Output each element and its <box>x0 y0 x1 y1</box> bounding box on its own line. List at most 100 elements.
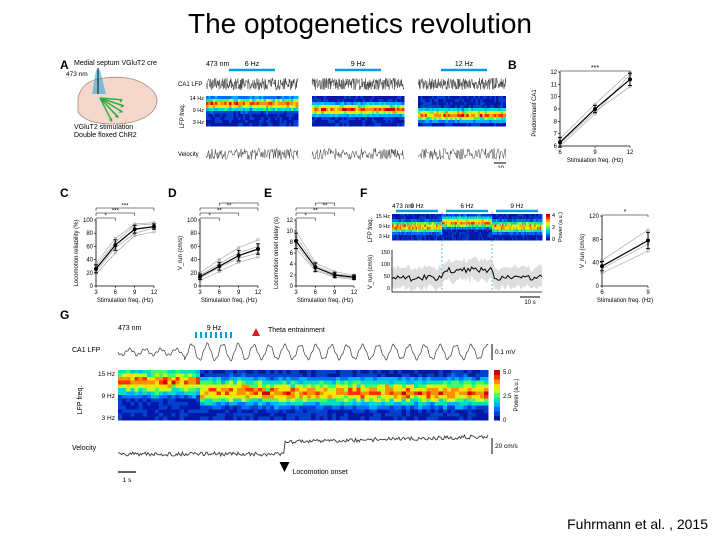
svg-text:473 nm: 473 nm <box>206 61 230 68</box>
svg-text:12: 12 <box>151 290 158 296</box>
svg-text:40: 40 <box>592 261 599 267</box>
svg-text:6 Hz: 6 Hz <box>460 203 473 210</box>
svg-text:*: * <box>237 200 240 205</box>
svg-text:80: 80 <box>86 231 93 237</box>
svg-text:LFP freq.: LFP freq. <box>77 386 84 415</box>
svg-text:9: 9 <box>646 290 650 296</box>
svg-text:9 Hz: 9 Hz <box>410 203 423 210</box>
svg-text:**: ** <box>227 204 232 210</box>
svg-text:14 Hz: 14 Hz <box>190 96 205 102</box>
svg-text:100: 100 <box>187 218 198 224</box>
svg-text:4: 4 <box>552 213 555 219</box>
svg-text:***: *** <box>121 204 129 210</box>
svg-text:Stimulation freq. (Hz): Stimulation freq. (Hz) <box>567 158 623 164</box>
svg-text:3: 3 <box>94 290 98 296</box>
svg-text:100: 100 <box>381 262 390 268</box>
svg-text:10: 10 <box>286 229 293 235</box>
slide-title: The optogenetics revolution <box>0 8 720 40</box>
b-chart: Predominant CA1LFP frequency (Hz)6789101… <box>530 58 650 168</box>
svg-text:12: 12 <box>351 290 358 296</box>
svg-text:80: 80 <box>190 231 197 237</box>
svg-text:CA1 LFP: CA1 LFP <box>72 347 101 354</box>
svg-text:3 Hz: 3 Hz <box>102 415 115 422</box>
svg-text:6: 6 <box>554 144 558 150</box>
panel-letter-g: G <box>60 308 69 322</box>
svg-text:0: 0 <box>552 237 555 243</box>
svg-text:6: 6 <box>218 290 222 296</box>
svg-text:40: 40 <box>190 258 197 264</box>
svg-text:9: 9 <box>333 290 337 296</box>
svg-text:473 nm: 473 nm <box>66 71 88 78</box>
svg-text:9 Hz: 9 Hz <box>379 224 391 230</box>
svg-text:0: 0 <box>596 284 600 290</box>
svg-text:V_run (cm/s): V_run (cm/s) <box>580 234 586 268</box>
svg-text:120: 120 <box>589 214 600 220</box>
d-chart: 02040608010036912******V_run (cm/s)Stimu… <box>172 200 272 310</box>
svg-text:Locomotion reliability (%): Locomotion reliability (%) <box>74 219 80 286</box>
svg-text:10 s: 10 s <box>524 300 535 306</box>
svg-text:Locomotion onset delay (s): Locomotion onset delay (s) <box>274 217 280 289</box>
e-chart: 02468101236912******Locomotion onset del… <box>268 200 368 310</box>
svg-text:473 nm: 473 nm <box>118 325 142 332</box>
svg-text:Stimulation freq. (Hz): Stimulation freq. (Hz) <box>97 298 153 304</box>
svg-text:150: 150 <box>381 250 390 256</box>
a-schematic: 473 nm <box>66 68 166 138</box>
svg-text:Predominant CA1: Predominant CA1 <box>532 89 538 137</box>
svg-text:LFP freq.: LFP freq. <box>180 103 186 128</box>
svg-text:V_run (cm/s): V_run (cm/s) <box>368 255 374 289</box>
f-panel: 473 nm9 Hz6 Hz9 HzLFP freq.15 Hz9 Hz3 Hz… <box>364 200 664 310</box>
svg-text:3 Hz: 3 Hz <box>379 234 391 240</box>
a-traces: 473 nm CA1 LFP LFP freq. Velocity 14 Hz 9 Hz 3… <box>176 58 506 168</box>
svg-text:80: 80 <box>592 237 599 243</box>
svg-text:Locomotion onset: Locomotion onset <box>293 469 348 476</box>
panel-letter-c: C <box>60 186 69 200</box>
svg-text:6: 6 <box>114 290 118 296</box>
svg-text:8: 8 <box>554 119 558 125</box>
a-label-1: Medial septum VGluT2 cre <box>74 60 157 67</box>
svg-text:Velocity: Velocity <box>72 445 97 452</box>
svg-text:5.0: 5.0 <box>503 370 512 376</box>
svg-text:7: 7 <box>554 132 558 138</box>
svg-text:9 Hz: 9 Hz <box>193 108 205 114</box>
svg-text:12: 12 <box>627 150 634 156</box>
svg-text:60: 60 <box>190 244 197 250</box>
svg-text:Stimulation freq. (Hz): Stimulation freq. (Hz) <box>201 298 257 304</box>
svg-text:3 Hz: 3 Hz <box>193 120 205 126</box>
svg-text:6: 6 <box>314 290 318 296</box>
svg-text:*: * <box>208 214 211 220</box>
svg-text:Power (a.u.): Power (a.u.) <box>558 212 564 242</box>
svg-text:6 Hz: 6 Hz <box>245 61 260 68</box>
svg-text:3: 3 <box>294 290 298 296</box>
svg-text:9 Hz: 9 Hz <box>207 325 222 332</box>
svg-text:0: 0 <box>290 284 294 290</box>
svg-text:4: 4 <box>290 262 294 268</box>
svg-text:15 Hz: 15 Hz <box>98 371 115 378</box>
svg-text:12: 12 <box>550 70 557 76</box>
svg-text:20: 20 <box>190 271 197 277</box>
svg-text:10 s: 10 s <box>497 166 506 168</box>
svg-text:CA1 LFP: CA1 LFP <box>178 82 202 88</box>
svg-text:Velocity: Velocity <box>178 152 199 158</box>
svg-text:9 Hz: 9 Hz <box>102 393 115 400</box>
panel-letter-e: E <box>264 186 272 200</box>
svg-text:2: 2 <box>552 225 555 231</box>
svg-text:**: ** <box>313 209 318 215</box>
citation: Fuhrmann et al. , 2015 <box>567 516 708 532</box>
svg-text:6: 6 <box>600 290 604 296</box>
svg-text:20 cm/s: 20 cm/s <box>495 443 519 450</box>
svg-text:***: *** <box>112 209 120 215</box>
svg-text:2: 2 <box>290 273 294 279</box>
panel-letter-d: D <box>168 186 177 200</box>
svg-text:9 Hz: 9 Hz <box>510 203 523 210</box>
svg-text:10: 10 <box>550 95 557 101</box>
svg-text:2.5: 2.5 <box>503 394 512 400</box>
svg-text:20: 20 <box>86 271 93 277</box>
svg-text:9: 9 <box>133 290 137 296</box>
svg-text:Theta entrainment: Theta entrainment <box>268 327 325 334</box>
svg-text:LFP freq.: LFP freq. <box>368 217 374 242</box>
svg-text:6: 6 <box>290 251 294 257</box>
svg-text:0: 0 <box>194 284 198 290</box>
svg-text:100: 100 <box>83 218 94 224</box>
svg-text:9: 9 <box>237 290 241 296</box>
svg-text:0: 0 <box>387 286 390 292</box>
